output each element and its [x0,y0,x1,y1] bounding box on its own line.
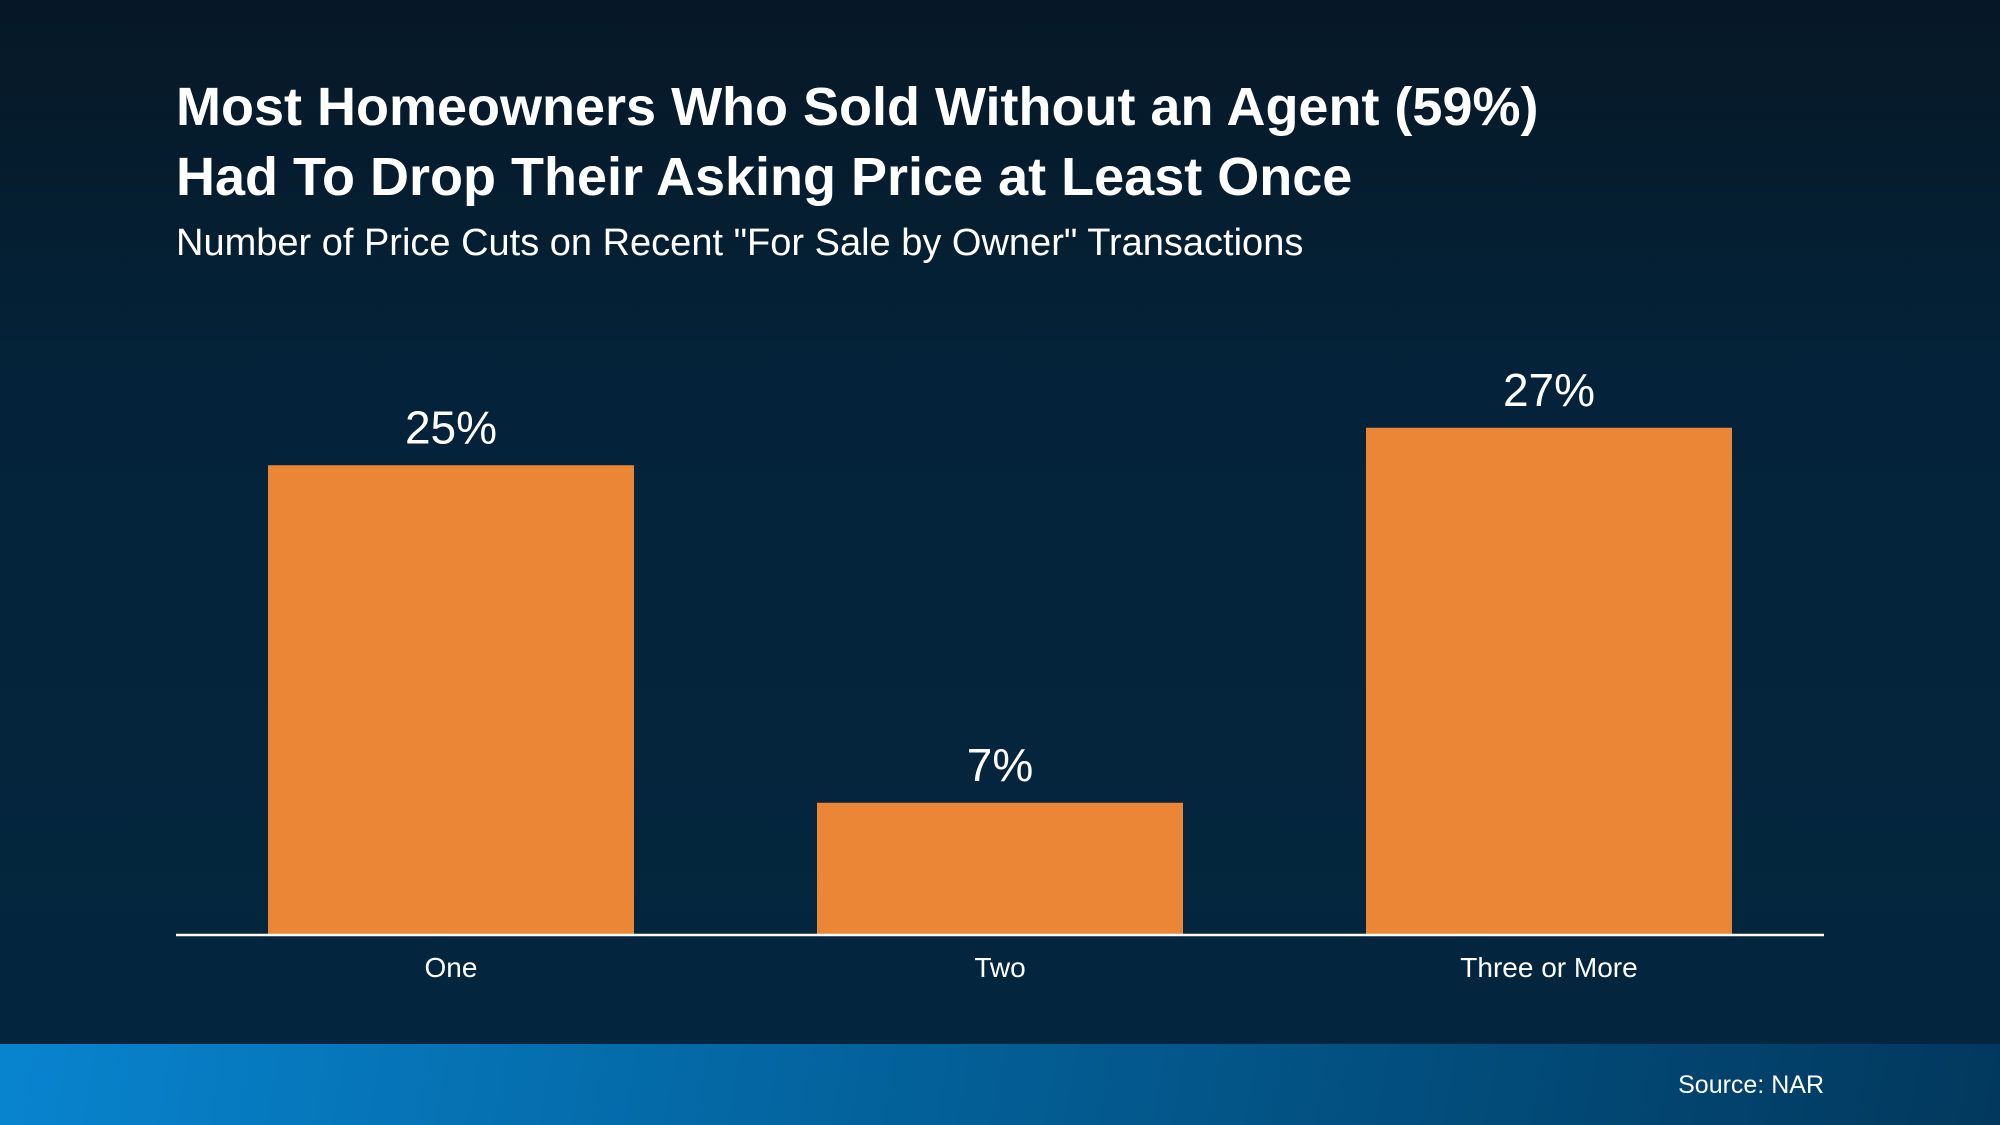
data-label-1: 7% [967,739,1033,791]
bar-chart: 25% One 7% Two 27% Three or More [268,364,1732,983]
chart-subtitle: Number of Price Cuts on Recent "For Sale… [176,222,1304,264]
bar-2 [1366,427,1732,934]
data-label-0: 25% [405,401,497,453]
bar-0 [268,465,634,934]
source-label: Source: NAR [1678,1071,1824,1099]
x-tick-label-1: Two [974,952,1025,983]
data-label-2: 27% [1503,364,1595,416]
bar-1 [817,802,1183,934]
x-tick-label-2: Three or More [1460,952,1637,983]
chart-title: Most Homeowners Who Sold Without an Agen… [176,72,1538,212]
title-line-2: Had To Drop Their Asking Price at Least … [176,147,1353,207]
x-tick-label-0: One [425,952,478,983]
footer-band [0,1044,2000,1125]
title-line-1: Most Homeowners Who Sold Without an Agen… [176,77,1539,137]
